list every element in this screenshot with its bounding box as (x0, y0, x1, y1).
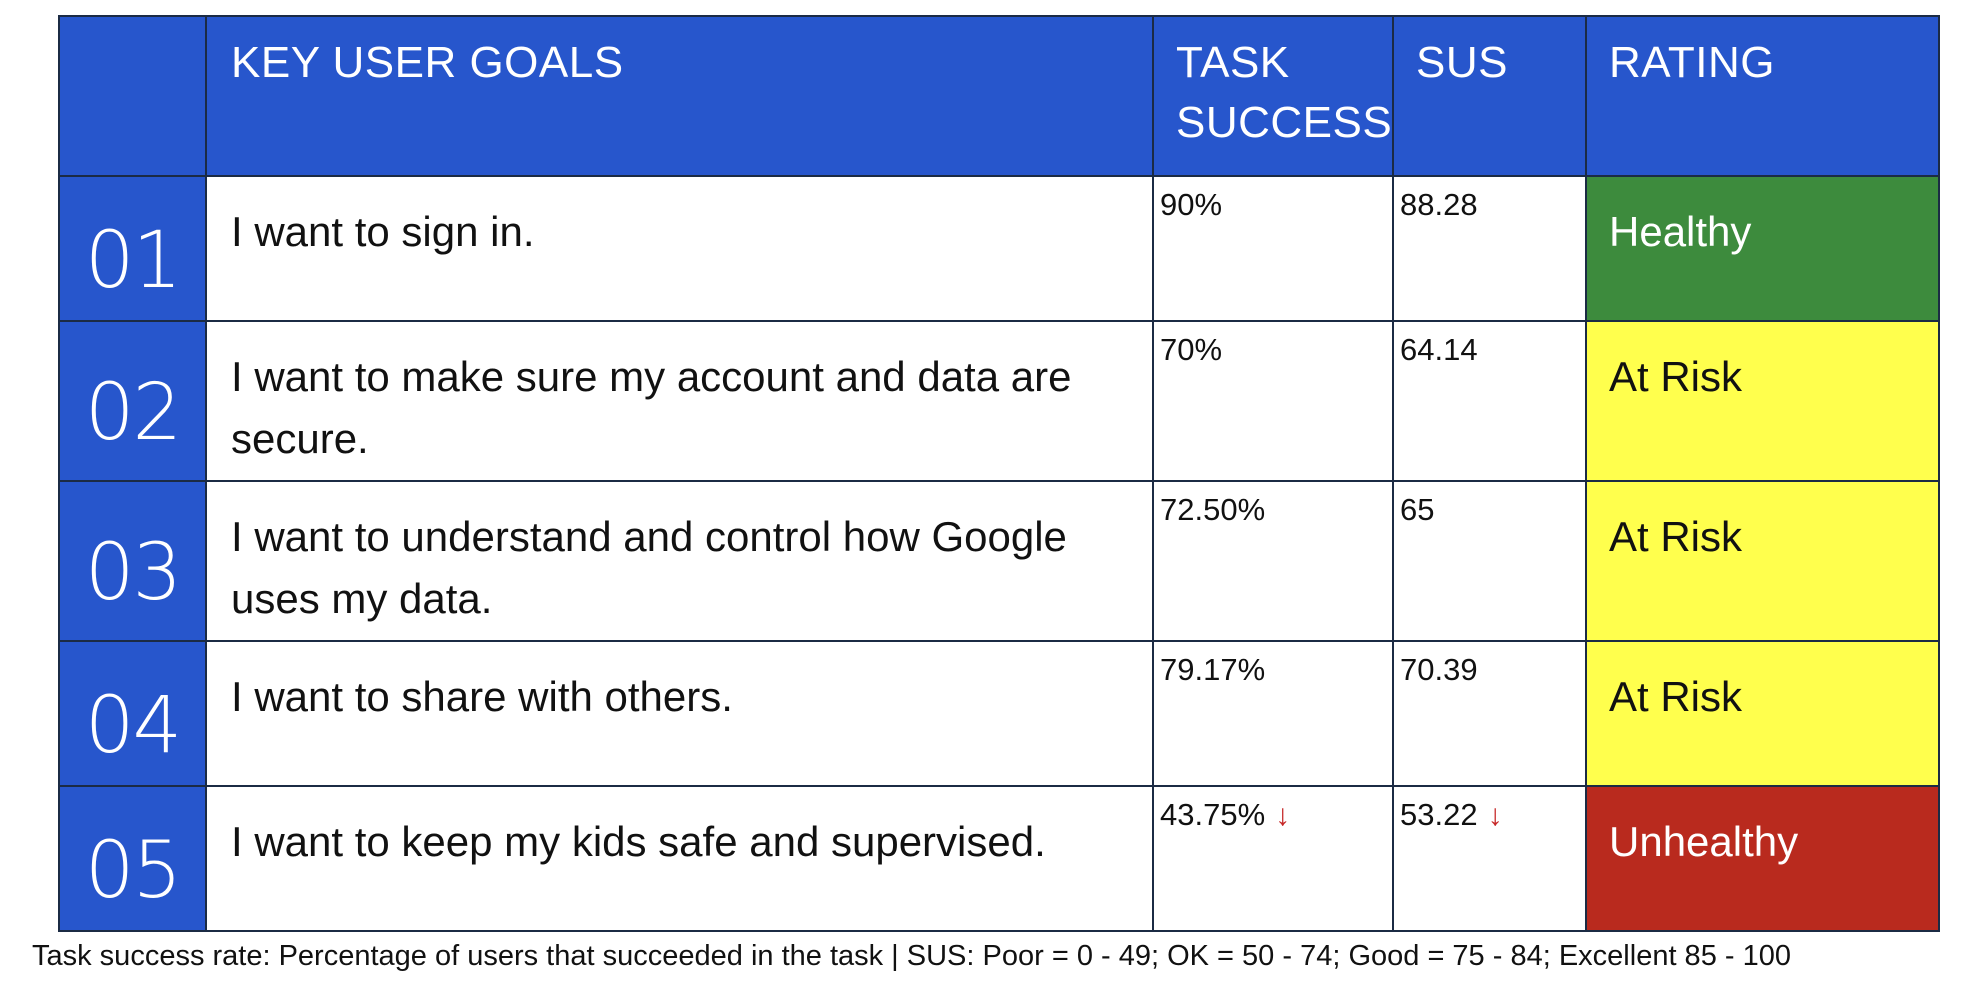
task-success-cell: 70% (1152, 320, 1394, 482)
rating-label: Unhealthy (1609, 818, 1799, 865)
sus-cell: 88.28 (1392, 175, 1587, 322)
rating-label: Healthy (1609, 208, 1752, 255)
header-key-user-goals-label: KEY USER GOALS (231, 38, 624, 87)
goal-cell: I want to keep my kids safe and supervis… (205, 785, 1154, 932)
goal-text: I want to share with others. (231, 673, 733, 720)
goal-text: I want to understand and control how Goo… (231, 513, 1067, 622)
table-row: 02 I want to make sure my account and da… (58, 320, 1940, 482)
row-number: 01 (84, 215, 182, 306)
goal-text: I want to make sure my account and data … (231, 353, 1072, 462)
rating-cell-healthy: Healthy (1585, 175, 1940, 322)
row-number-cell: 02 (58, 320, 207, 482)
table-footnote: Task success rate: Percentage of users t… (32, 940, 1791, 972)
header-rating: RATING (1585, 15, 1940, 177)
row-number: 03 (84, 528, 182, 618)
sus-value: 65 (1400, 492, 1435, 527)
task-success-cell: 79.17% (1152, 640, 1394, 787)
table-row: 01 I want to sign in. 90% 88.28 Healthy (58, 175, 1940, 322)
task-success-value: 90% (1160, 187, 1223, 222)
goal-text: I want to keep my kids safe and supervis… (231, 818, 1046, 865)
sus-value: 70.39 (1400, 652, 1478, 687)
down-arrow-icon: ↓ (1487, 799, 1503, 832)
row-number-cell: 01 (58, 175, 207, 322)
sus-value: 88.28 (1400, 187, 1478, 222)
header-sus-label: SUS (1416, 38, 1508, 87)
sus-cell: 53.22 ↓ (1392, 785, 1587, 932)
task-success-cell: 90% (1152, 175, 1394, 322)
row-number-cell: 05 (58, 785, 207, 932)
rating-label: At Risk (1609, 513, 1743, 560)
header-number-cell (58, 15, 207, 177)
header-key-user-goals: KEY USER GOALS (205, 15, 1154, 177)
header-task-success-label: TASK SUCCESS (1176, 38, 1393, 147)
sus-cell: 65 (1392, 480, 1587, 642)
table-row: 03 I want to understand and control how … (58, 480, 1940, 642)
rating-cell-at-risk: At Risk (1585, 640, 1940, 787)
table-row: 04 I want to share with others. 79.17% 7… (58, 640, 1940, 787)
goal-cell: I want to share with others. (205, 640, 1154, 787)
user-goals-table-wrapper: KEY USER GOALS TASK SUCCESS SUS RATING 0… (58, 15, 1940, 932)
task-success-value: 79.17% (1160, 652, 1266, 687)
rating-label: At Risk (1609, 673, 1743, 720)
rating-label: At Risk (1609, 353, 1743, 400)
task-success-value: 43.75% (1160, 797, 1266, 832)
sus-cell: 70.39 (1392, 640, 1587, 787)
rating-cell-unhealthy: Unhealthy (1585, 785, 1940, 932)
sus-value: 64.14 (1400, 332, 1478, 367)
task-success-value: 70% (1160, 332, 1223, 367)
goal-cell: I want to understand and control how Goo… (205, 480, 1154, 642)
table-header-row: KEY USER GOALS TASK SUCCESS SUS RATING (58, 15, 1940, 177)
row-number-cell: 04 (58, 640, 207, 787)
header-sus: SUS (1392, 15, 1587, 177)
sus-cell: 64.14 (1392, 320, 1587, 482)
rating-cell-at-risk: At Risk (1585, 480, 1940, 642)
down-arrow-icon: ↓ (1275, 799, 1291, 832)
task-success-value: 72.50% (1160, 492, 1266, 527)
goal-cell: I want to sign in. (205, 175, 1154, 322)
task-success-cell: 43.75% ↓ (1152, 785, 1394, 932)
row-number: 02 (84, 368, 182, 458)
table-row: 05 I want to keep my kids safe and super… (58, 785, 1940, 932)
goal-cell: I want to make sure my account and data … (205, 320, 1154, 482)
user-goals-table: KEY USER GOALS TASK SUCCESS SUS RATING 0… (58, 15, 1940, 932)
row-number: 05 (84, 825, 182, 916)
task-success-cell: 72.50% (1152, 480, 1394, 642)
row-number-cell: 03 (58, 480, 207, 642)
header-task-success: TASK SUCCESS (1152, 15, 1394, 177)
row-number: 04 (84, 680, 182, 771)
rating-cell-at-risk: At Risk (1585, 320, 1940, 482)
sus-value: 53.22 (1400, 797, 1478, 832)
header-rating-label: RATING (1609, 38, 1775, 87)
goal-text: I want to sign in. (231, 208, 535, 255)
